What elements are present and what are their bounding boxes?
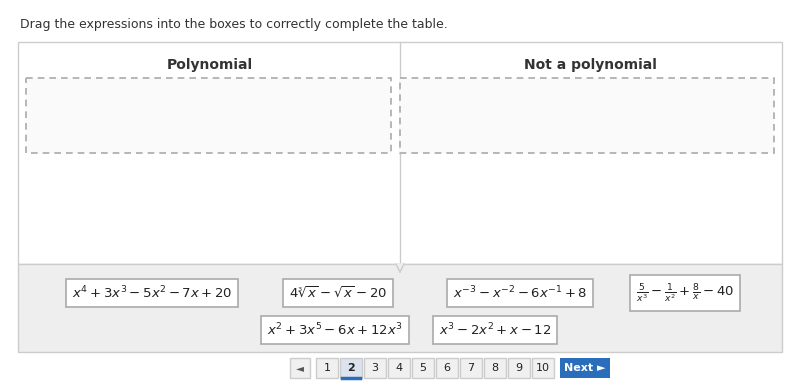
FancyBboxPatch shape bbox=[388, 358, 410, 378]
Text: 7: 7 bbox=[467, 363, 474, 373]
Text: Next ►: Next ► bbox=[564, 363, 606, 373]
FancyBboxPatch shape bbox=[460, 358, 482, 378]
Text: 6: 6 bbox=[443, 363, 450, 373]
FancyBboxPatch shape bbox=[560, 358, 610, 378]
Text: $x^{-3} - x^{-2} - 6x^{-1} + 8$: $x^{-3} - x^{-2} - 6x^{-1} + 8$ bbox=[453, 285, 587, 301]
Bar bbox=[400, 78, 774, 153]
Bar bbox=[26, 78, 391, 153]
Text: Polynomial: Polynomial bbox=[167, 58, 253, 72]
FancyBboxPatch shape bbox=[532, 358, 554, 378]
Text: 1: 1 bbox=[323, 363, 330, 373]
Text: $x^4 + 3x^3 - 5x^2 - 7x + 20$: $x^4 + 3x^3 - 5x^2 - 7x + 20$ bbox=[72, 285, 232, 301]
Text: $x^3 - 2x^2 + x - 12$: $x^3 - 2x^2 + x - 12$ bbox=[439, 322, 551, 338]
Text: Drag the expressions into the boxes to correctly complete the table.: Drag the expressions into the boxes to c… bbox=[20, 18, 448, 31]
FancyBboxPatch shape bbox=[316, 358, 338, 378]
FancyBboxPatch shape bbox=[18, 42, 782, 264]
FancyBboxPatch shape bbox=[484, 358, 506, 378]
FancyBboxPatch shape bbox=[436, 358, 458, 378]
FancyBboxPatch shape bbox=[340, 358, 362, 378]
FancyBboxPatch shape bbox=[290, 358, 310, 378]
Text: 5: 5 bbox=[419, 363, 426, 373]
Text: 2: 2 bbox=[347, 363, 355, 373]
Text: $x^2 + 3x^5 - 6x + 12x^3$: $x^2 + 3x^5 - 6x + 12x^3$ bbox=[267, 322, 402, 338]
FancyBboxPatch shape bbox=[364, 358, 386, 378]
Text: $4\sqrt[3]{x} - \sqrt{x} - 20$: $4\sqrt[3]{x} - \sqrt{x} - 20$ bbox=[289, 285, 387, 301]
Text: 8: 8 bbox=[491, 363, 498, 373]
Text: ◄: ◄ bbox=[296, 363, 304, 373]
Text: 4: 4 bbox=[395, 363, 402, 373]
Text: $\frac{5}{x^3} - \frac{1}{x^2} + \frac{8}{x} - 40$: $\frac{5}{x^3} - \frac{1}{x^2} + \frac{8… bbox=[636, 281, 734, 305]
FancyBboxPatch shape bbox=[412, 358, 434, 378]
FancyBboxPatch shape bbox=[18, 264, 782, 352]
FancyBboxPatch shape bbox=[508, 358, 530, 378]
Text: Not a polynomial: Not a polynomial bbox=[523, 58, 657, 72]
Text: 9: 9 bbox=[515, 363, 522, 373]
Polygon shape bbox=[396, 264, 404, 272]
Text: 10: 10 bbox=[536, 363, 550, 373]
Text: 3: 3 bbox=[371, 363, 378, 373]
